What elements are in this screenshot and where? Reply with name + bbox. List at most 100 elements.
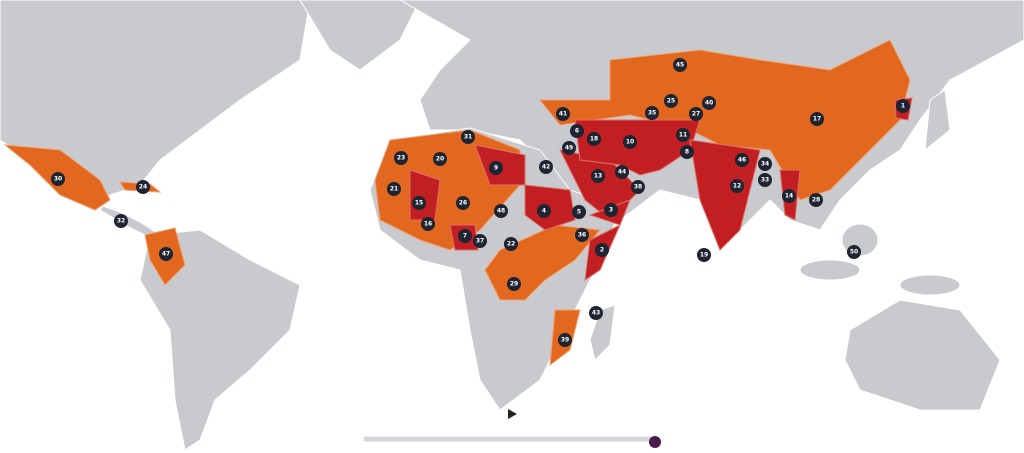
rank-marker[interactable]: 45	[673, 58, 687, 72]
marker-rank: 12	[733, 183, 741, 190]
marker-rank: 13	[594, 173, 602, 180]
rank-marker[interactable]: 20	[433, 152, 447, 166]
rank-marker[interactable]: 16	[421, 217, 435, 231]
marker-rank: 3	[609, 207, 613, 214]
rank-marker[interactable]: 2	[595, 243, 609, 257]
marker-dot	[458, 229, 472, 243]
marker-rank: 7	[463, 233, 467, 240]
marker-dot	[697, 248, 711, 262]
rank-marker[interactable]: 24	[136, 180, 150, 194]
marker-dot	[758, 157, 772, 171]
rank-marker[interactable]: 35	[645, 106, 659, 120]
marker-rank: 39	[561, 337, 569, 344]
rank-marker[interactable]: 42	[539, 160, 553, 174]
rank-marker[interactable]: 17	[810, 112, 824, 126]
marker-dot	[387, 182, 401, 196]
rank-marker[interactable]: 49	[562, 141, 576, 155]
play-button[interactable]	[508, 409, 517, 419]
rank-marker[interactable]: 23	[394, 151, 408, 165]
marker-dot	[461, 130, 475, 144]
marker-rank: 48	[497, 208, 505, 215]
marker-rank: 10	[626, 139, 634, 146]
rank-marker[interactable]: 29	[507, 277, 521, 291]
rank-marker[interactable]: 33	[758, 173, 772, 187]
marker-rank: 43	[592, 310, 600, 317]
rank-marker[interactable]: 18	[587, 132, 601, 146]
marker-rank: 14	[785, 193, 793, 200]
rank-marker[interactable]: 22	[504, 237, 518, 251]
rank-marker[interactable]: 36	[575, 228, 589, 242]
rank-marker[interactable]: 43	[589, 306, 603, 320]
marker-dot	[421, 217, 435, 231]
rank-marker[interactable]: 37	[473, 234, 487, 248]
marker-rank: 30	[54, 176, 62, 183]
marker-dot	[562, 141, 576, 155]
marker-dot	[623, 135, 637, 149]
rank-marker[interactable]: 11	[676, 128, 690, 142]
japan	[924, 89, 951, 152]
marker-rank: 20	[436, 156, 444, 163]
rank-marker[interactable]: 4	[537, 204, 551, 218]
rank-marker[interactable]: 48	[494, 204, 508, 218]
rank-marker[interactable]: 44	[615, 165, 629, 179]
rank-marker[interactable]: 27	[689, 107, 703, 121]
rank-marker[interactable]: 39	[558, 333, 572, 347]
rank-marker[interactable]: 9	[489, 161, 503, 175]
marker-rank: 42	[542, 164, 550, 171]
rank-marker[interactable]: 14	[782, 189, 796, 203]
rank-marker[interactable]: 10	[623, 135, 637, 149]
marker-dot	[645, 106, 659, 120]
rank-marker[interactable]: 7	[458, 229, 472, 243]
marker-dot	[572, 205, 586, 219]
rank-marker[interactable]: 1	[896, 99, 910, 113]
marker-dot	[51, 172, 65, 186]
marker-dot	[896, 99, 910, 113]
marker-dot	[809, 193, 823, 207]
rank-marker[interactable]: 25	[664, 94, 678, 108]
rank-marker[interactable]: 28	[809, 193, 823, 207]
marker-dot	[615, 165, 629, 179]
indonesia	[799, 259, 861, 281]
marker-dot	[473, 234, 487, 248]
marker-rank: 37	[476, 238, 484, 245]
marker-rank: 34	[761, 161, 769, 168]
rank-marker[interactable]: 41	[556, 107, 570, 121]
rank-marker[interactable]: 19	[697, 248, 711, 262]
marker-rank: 2	[600, 247, 604, 254]
marker-rank: 19	[700, 252, 708, 259]
rank-marker[interactable]: 13	[591, 169, 605, 183]
rank-marker[interactable]: 5	[572, 205, 586, 219]
rank-marker[interactable]: 6	[570, 124, 584, 138]
marker-dot	[689, 107, 703, 121]
rank-marker[interactable]: 21	[387, 182, 401, 196]
marker-rank: 41	[559, 111, 567, 118]
rank-marker[interactable]: 34	[758, 157, 772, 171]
marker-dot	[595, 243, 609, 257]
marker-dot	[631, 180, 645, 194]
rank-marker[interactable]: 12	[730, 179, 744, 193]
rank-marker[interactable]: 40	[702, 96, 716, 110]
marker-dot	[676, 128, 690, 142]
marker-dot	[136, 180, 150, 194]
marker-rank: 15	[415, 200, 423, 207]
marker-rank: 6	[575, 128, 579, 135]
rank-marker[interactable]: 46	[735, 153, 749, 167]
slider-handle[interactable]	[649, 436, 661, 448]
rank-marker[interactable]: 50	[847, 245, 861, 259]
rank-marker[interactable]: 31	[461, 130, 475, 144]
marker-rank: 5	[577, 209, 581, 216]
rank-marker[interactable]: 30	[51, 172, 65, 186]
rank-marker[interactable]: 8	[680, 145, 694, 159]
greenland	[299, 0, 421, 71]
rank-marker[interactable]: 32	[114, 214, 128, 228]
marker-rank: 31	[464, 134, 472, 141]
marker-dot	[114, 214, 128, 228]
rank-marker[interactable]: 3	[604, 203, 618, 217]
rank-marker[interactable]: 47	[159, 247, 173, 261]
rank-marker[interactable]: 15	[412, 196, 426, 210]
marker-rank: 1	[901, 103, 905, 110]
marker-rank: 28	[812, 197, 820, 204]
rank-marker[interactable]: 26	[456, 196, 470, 210]
rank-marker[interactable]: 38	[631, 180, 645, 194]
